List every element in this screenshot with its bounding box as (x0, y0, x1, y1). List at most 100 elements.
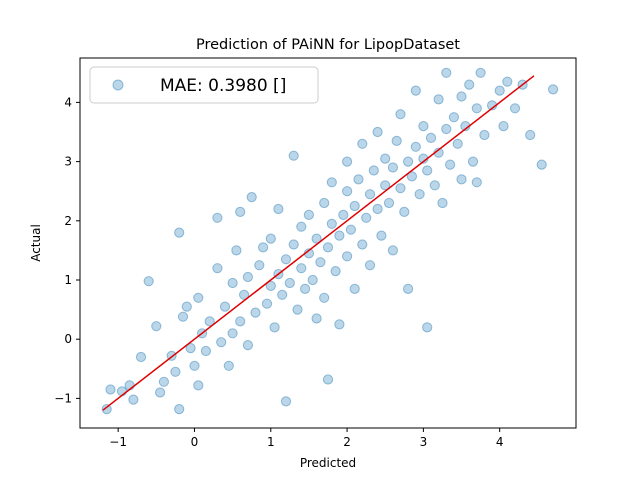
scatter-point (193, 380, 204, 391)
x-tick-label: 3 (420, 435, 428, 449)
scatter-point (143, 276, 154, 287)
y-tick-label: −1 (54, 391, 72, 405)
scatter-point (452, 138, 463, 149)
scatter-point (326, 218, 337, 229)
scatter-point (174, 404, 185, 415)
scatter-point (231, 245, 242, 256)
scatter-point (189, 360, 200, 371)
scatter-point (372, 126, 383, 138)
scatter-point (311, 313, 322, 324)
scatter-point (246, 192, 257, 203)
scatter-point (380, 180, 391, 191)
scatter-point (494, 85, 505, 96)
scatter-point (235, 316, 246, 327)
scatter-point (261, 298, 273, 309)
fit-line-layer (102, 75, 535, 411)
scatter-point (315, 257, 326, 268)
x-tick-label: −1 (109, 435, 127, 449)
scatter-point (322, 374, 334, 385)
x-tick-label: 0 (191, 435, 199, 449)
scatter-point (242, 340, 253, 351)
scatter-point (235, 206, 246, 217)
scatter-point (387, 162, 398, 173)
scatter-points (101, 67, 559, 415)
scatter-point (536, 159, 547, 170)
scatter-point (334, 319, 345, 330)
scatter-point (425, 132, 437, 143)
scatter-point (269, 322, 280, 333)
scatter-point (151, 321, 162, 332)
scatter-point (471, 177, 482, 188)
scatter-point (345, 224, 356, 235)
y-tick-label: 1 (64, 273, 72, 287)
scatter-point (498, 121, 509, 132)
scatter-point (303, 209, 314, 220)
y-tick-label: 3 (64, 155, 72, 169)
scatter-point (288, 150, 299, 161)
scatter-point (383, 197, 395, 209)
scatter-point (265, 280, 276, 291)
scatter-point (410, 141, 421, 152)
legend-box (89, 66, 319, 104)
scatter-point (464, 79, 475, 90)
scatter-point (265, 233, 276, 244)
scatter-point (399, 206, 410, 217)
scatter-point (311, 233, 322, 244)
scatter-point (395, 109, 406, 120)
scatter-point (181, 301, 192, 312)
scatter-point (242, 271, 253, 283)
scatter-point (223, 360, 234, 371)
scatter-point (101, 404, 112, 415)
scatter-point (216, 337, 227, 348)
scatter-point (326, 177, 337, 188)
scatter-point (445, 159, 456, 170)
scatter-point (319, 292, 330, 303)
scatter-point (280, 254, 292, 265)
scatter-point (330, 266, 341, 277)
scatter-point (322, 242, 334, 253)
scatter-point (135, 351, 147, 363)
scatter-point (158, 376, 169, 387)
scatter-point (509, 103, 521, 114)
scatter-point (364, 189, 376, 200)
scatter-point (395, 183, 406, 194)
scatter-point (502, 76, 513, 87)
x-tick-label: 2 (343, 435, 351, 449)
scatter-point (349, 283, 360, 294)
scatter-point (128, 394, 139, 405)
scatter-point (155, 387, 166, 398)
scatter-point (372, 203, 383, 215)
scatter-point (227, 277, 238, 289)
scatter-point (437, 197, 448, 209)
scatter-point (280, 396, 292, 407)
scatter-point (342, 251, 353, 262)
scatter-point (364, 260, 376, 271)
scatter-point (212, 212, 223, 223)
plot-area-frame (79, 57, 577, 429)
scatter-point (361, 212, 372, 223)
scatter-point (467, 156, 479, 167)
chart-title: Prediction of PAiNN for LipopDataset (196, 37, 460, 53)
y-tick-label: 2 (64, 214, 72, 228)
axis-ticks: −1 0 1 2 3 4 −1 0 1 2 3 4 (54, 95, 503, 449)
scatter-point (368, 165, 379, 176)
scatter-point (387, 245, 398, 256)
scatter-point (456, 91, 467, 102)
scatter-point (284, 277, 295, 289)
scatter-point (391, 135, 402, 146)
y-tick-label: 0 (64, 332, 72, 346)
scatter-point (277, 289, 288, 300)
scatter-point (456, 174, 467, 185)
scatter-point (273, 203, 284, 215)
scatter-point (342, 186, 353, 197)
scatter-point (525, 129, 536, 141)
scatter-point (342, 156, 353, 167)
scatter-point (349, 200, 360, 212)
scatter-point (250, 307, 261, 318)
scatter-point (204, 316, 215, 327)
scatter-point (105, 384, 116, 395)
fit-line (102, 75, 535, 411)
scatter-point (448, 112, 459, 123)
scatter-point (219, 301, 231, 312)
x-tick-label: 1 (267, 435, 275, 449)
